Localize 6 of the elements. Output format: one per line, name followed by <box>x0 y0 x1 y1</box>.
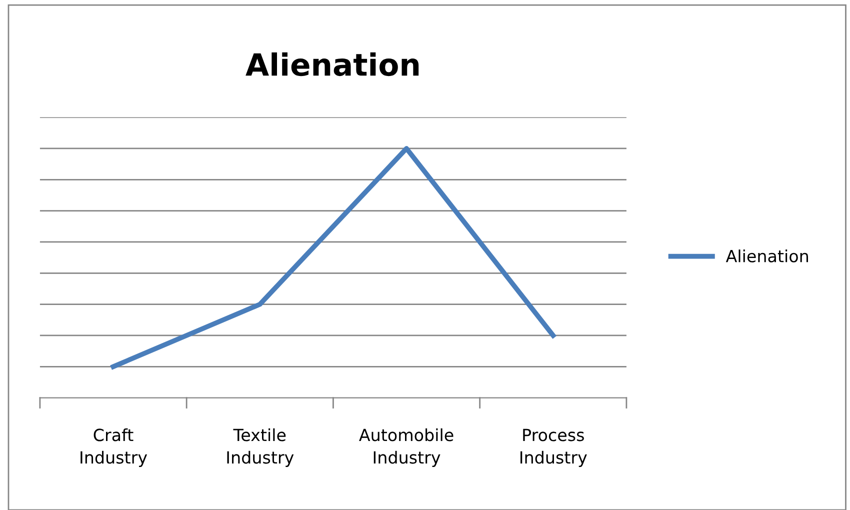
x-tick-label: Automobile Industry <box>359 428 454 467</box>
legend-label: Alienation <box>726 249 808 262</box>
chart-title: Alienation <box>246 52 419 76</box>
x-tick-label: Process Industry <box>520 428 587 467</box>
x-tick-label: Textile Industry <box>227 428 294 467</box>
x-tick-label: Craft Industry <box>80 428 148 467</box>
